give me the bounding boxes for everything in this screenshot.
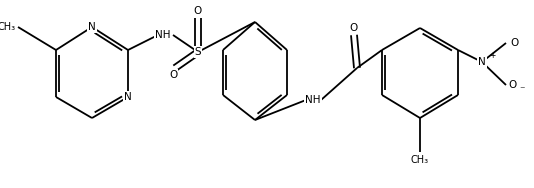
Text: O: O [508,80,516,90]
Text: ⁻: ⁻ [519,85,524,95]
Text: O: O [169,70,177,80]
Text: O: O [510,38,519,48]
Text: CH₃: CH₃ [0,22,16,32]
Text: N: N [124,92,132,102]
Text: +: + [489,51,496,59]
Text: NH: NH [305,95,321,105]
Text: O: O [350,23,358,33]
Text: N: N [88,22,96,32]
Text: N: N [478,57,486,67]
Text: O: O [194,6,202,16]
Text: S: S [195,47,201,57]
Text: NH: NH [155,30,171,40]
Text: CH₃: CH₃ [411,155,429,165]
